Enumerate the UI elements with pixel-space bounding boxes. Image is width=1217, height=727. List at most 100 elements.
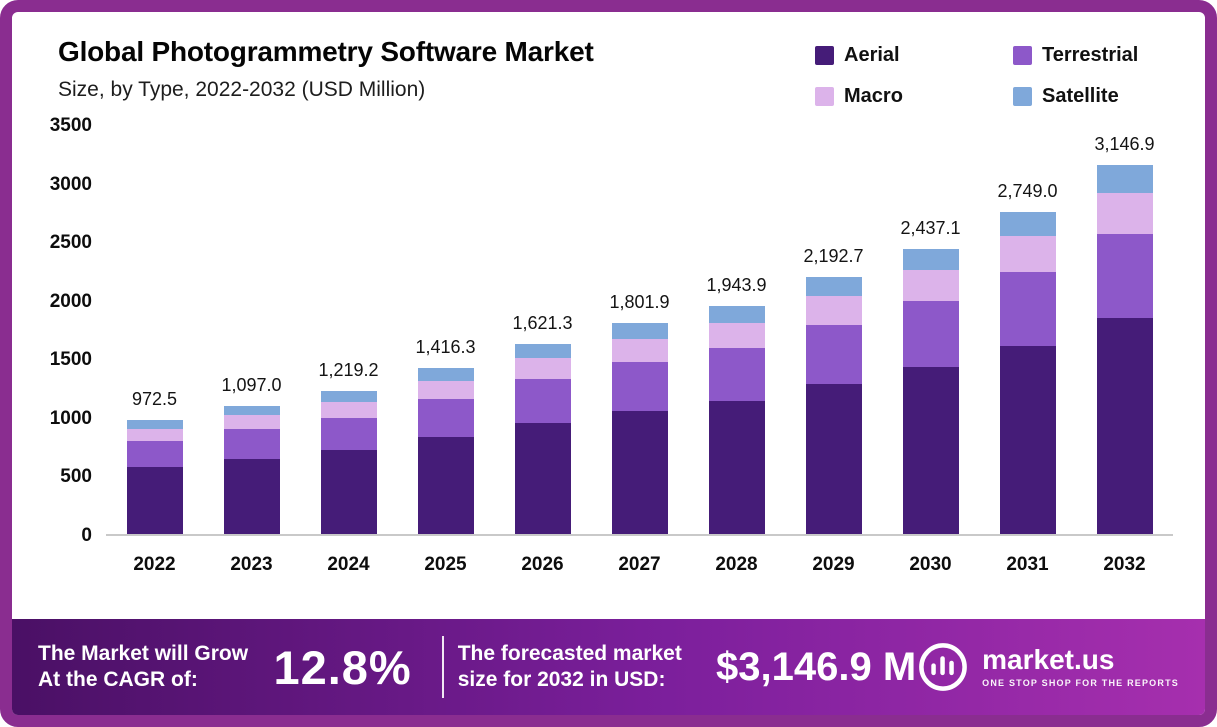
segment-terrestrial <box>514 379 571 423</box>
segment-satellite <box>902 248 959 270</box>
legend-item-aerial: Aerial <box>815 44 965 67</box>
bar-column-2029: 2,192.7 2029 <box>803 126 864 575</box>
bar-total-label: 1,621.3 <box>512 313 573 334</box>
bar-stack <box>320 391 377 534</box>
x-axis-label: 2023 <box>230 554 273 575</box>
segment-satellite <box>417 368 474 381</box>
legend-item-terrestrial: Terrestrial <box>1013 44 1163 67</box>
bar-column-2027: 1,801.9 2027 <box>609 126 670 575</box>
forecast-value: $3,146.9 M <box>716 644 917 689</box>
segment-terrestrial <box>417 398 474 437</box>
segment-aerial <box>611 410 668 534</box>
segment-aerial <box>902 367 959 534</box>
bar-column-2023: 1,097.0 2023 <box>221 126 282 576</box>
bar-stack <box>902 248 959 534</box>
title-block: Global Photogrammetry Software Market Si… <box>58 30 594 108</box>
y-axis-tick: 2500 <box>49 232 92 254</box>
cagr-value: 12.8% <box>273 640 412 694</box>
y-axis-tick: 500 <box>60 466 92 488</box>
legend-swatch <box>1013 46 1032 65</box>
legend-item-macro: Macro <box>815 85 965 108</box>
header: Global Photogrammetry Software Market Si… <box>12 12 1205 108</box>
brand-tagline: ONE STOP SHOP FOR THE REPORTS <box>982 678 1179 688</box>
bar-total-label: 3,146.9 <box>1094 134 1155 155</box>
bar-total-label: 2,749.0 <box>997 180 1058 201</box>
segment-terrestrial <box>805 324 862 384</box>
legend-label: Aerial <box>844 44 900 66</box>
legend-label: Terrestrial <box>1042 44 1139 66</box>
segment-terrestrial <box>999 271 1056 346</box>
stacked-bar-chart: 0 500 1000 1500 2000 2500 3000 3500 972.5 2022 1,… <box>42 112 1179 619</box>
segment-satellite <box>611 322 668 339</box>
legend-label: Macro <box>844 85 903 107</box>
segment-terrestrial <box>223 429 280 459</box>
page-subtitle: Size, by Type, 2022-2032 (USD Million) <box>58 78 426 101</box>
bar-column-2030: 2,437.1 2030 <box>900 126 960 575</box>
bar-stack <box>514 344 571 534</box>
legend-swatch <box>1013 87 1032 106</box>
bar-stack <box>805 277 862 534</box>
segment-satellite <box>708 306 765 324</box>
x-axis-label: 2030 <box>909 554 952 575</box>
segment-macro <box>320 401 377 418</box>
bar-column-2024: 1,219.2 2024 <box>318 126 378 575</box>
footer-banner: The Market will Grow At the CAGR of: 12.… <box>12 619 1205 715</box>
bar-total-label: 1,801.9 <box>609 291 670 312</box>
legend: Aerial Terrestrial Macro Satellite <box>815 44 1163 108</box>
bar-total-label: 2,192.7 <box>803 246 864 267</box>
bar-column-2032: 3,146.9 2032 <box>1094 126 1155 575</box>
segment-terrestrial <box>611 362 668 411</box>
y-axis-tick: 1000 <box>49 407 92 429</box>
segment-terrestrial <box>902 301 959 367</box>
bar-stack <box>223 405 280 534</box>
legend-item-satellite: Satellite <box>1013 85 1163 108</box>
y-axis-tick: 3000 <box>49 173 92 195</box>
bar-column-2031: 2,749.0 2031 <box>997 126 1058 575</box>
legend-swatch <box>815 87 834 106</box>
forecast-label: The forecasted market size for 2032 in U… <box>457 641 682 691</box>
brand-text: market.us ONE STOP SHOP FOR THE REPORTS <box>982 644 1179 689</box>
bar-total-label: 1,943.9 <box>706 275 767 296</box>
bar-stack <box>126 420 183 534</box>
x-axis-label: 2027 <box>618 554 661 575</box>
cagr-label: The Market will Grow At the CAGR of: <box>38 641 249 691</box>
segment-terrestrial <box>320 417 377 451</box>
segment-satellite <box>223 405 280 416</box>
segment-aerial <box>1096 318 1153 534</box>
segment-aerial <box>514 422 571 534</box>
legend-label: Satellite <box>1042 85 1119 107</box>
segment-macro <box>514 358 571 380</box>
segment-satellite <box>999 212 1056 237</box>
segment-satellite <box>514 344 571 359</box>
bar-total-label: 1,416.3 <box>415 337 476 358</box>
bar-total-label: 972.5 <box>131 389 178 410</box>
y-axis-tick: 0 <box>81 525 92 546</box>
bar-column-2022: 972.5 2022 <box>126 126 183 575</box>
plot-area: 972.5 2022 1,097.0 2023 1,219.2 2024 1,416.3 20… <box>106 126 1173 576</box>
segment-terrestrial <box>126 441 183 468</box>
x-axis-label: 2024 <box>327 554 370 575</box>
segment-aerial <box>708 400 765 534</box>
segment-satellite <box>126 420 183 429</box>
segment-aerial <box>223 458 280 534</box>
bar-total-label: 1,097.0 <box>221 374 282 395</box>
segment-satellite <box>805 277 862 297</box>
segment-aerial <box>417 436 474 534</box>
legend-swatch <box>815 46 834 65</box>
brand: market.us ONE STOP SHOP FOR THE REPORTS <box>916 640 1179 694</box>
y-axis-tick: 2000 <box>49 290 92 312</box>
segment-aerial <box>320 450 377 534</box>
bar-column-2025: 1,416.3 2025 <box>415 126 476 575</box>
segment-macro <box>805 296 862 325</box>
segment-aerial <box>999 345 1056 534</box>
segment-satellite <box>320 391 377 402</box>
bar-stack <box>708 306 765 534</box>
segment-macro <box>611 338 668 362</box>
x-axis-label: 2025 <box>424 554 467 575</box>
y-axis: 0 500 1000 1500 2000 2500 3000 3500 <box>42 115 98 546</box>
marketus-logo-icon <box>919 643 968 691</box>
brand-name: market.us <box>982 644 1115 675</box>
bar-stack <box>999 212 1056 534</box>
segment-terrestrial <box>708 348 765 401</box>
